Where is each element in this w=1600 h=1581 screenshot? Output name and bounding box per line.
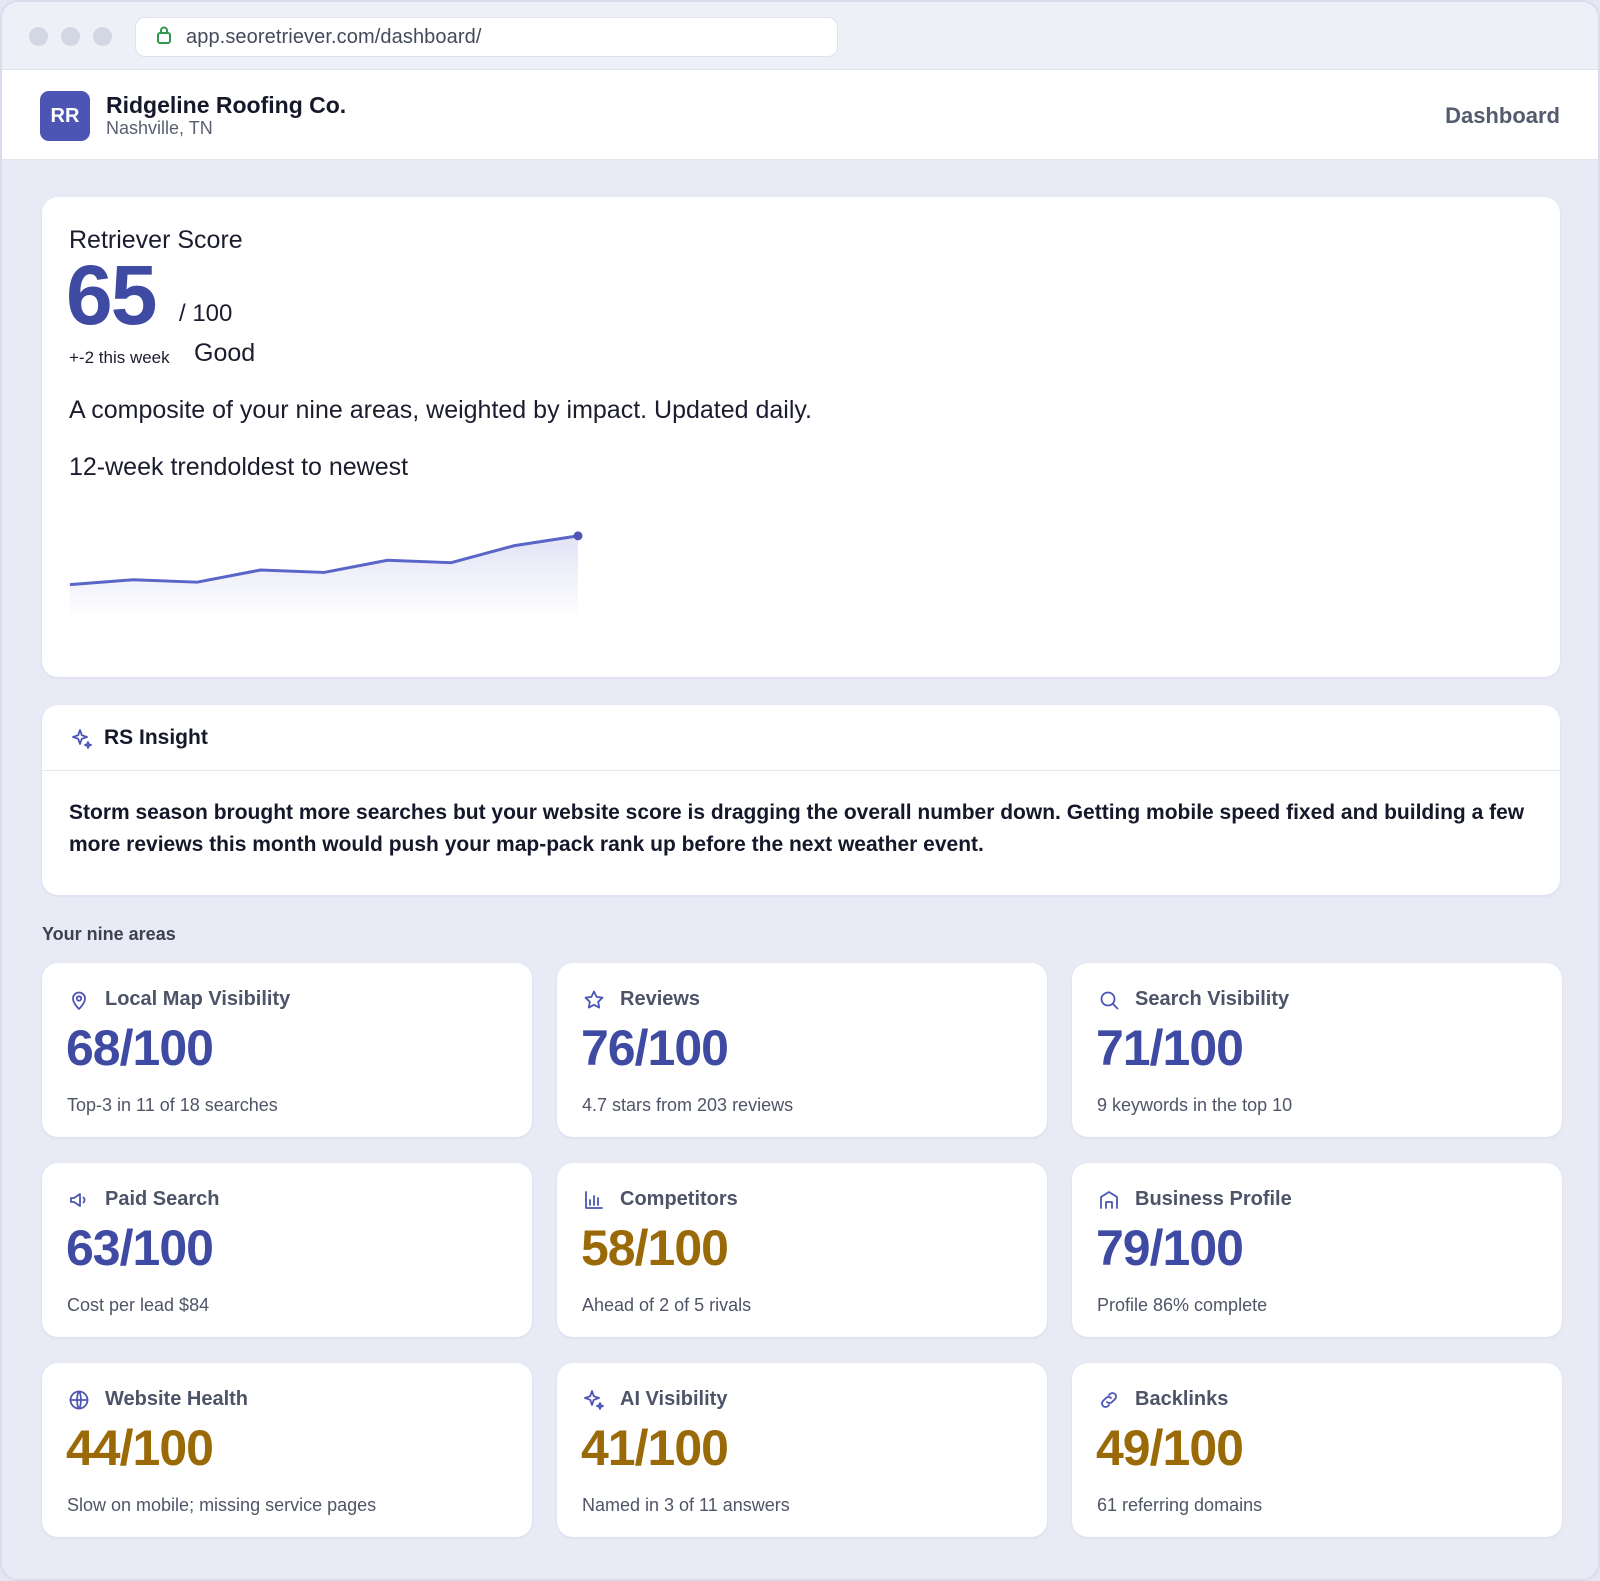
bar-chart-icon [582,1188,606,1212]
area-card[interactable]: Local Map Visibility 68/100 Top-3 in 11 … [42,963,532,1137]
area-card[interactable]: AI Visibility 41/100 Named in 3 of 11 an… [557,1363,1047,1537]
area-title: Search Visibility [1135,988,1290,1010]
sparkle-icon [582,1388,606,1412]
area-subtext: Profile 86% complete [1097,1295,1268,1315]
area-title: Local Map Visibility [105,988,291,1010]
area-score: 79/100 [1096,1220,1244,1276]
area-subtext: 61 referring domains [1097,1495,1263,1515]
area-title: Business Profile [1135,1188,1292,1210]
area-card[interactable]: Search Visibility 71/100 9 keywords in t… [1072,963,1562,1137]
area-title: Website Health [105,1388,248,1410]
globe-icon [67,1388,91,1412]
window-maximize-button[interactable] [93,27,112,46]
area-subtext: 9 keywords in the top 10 [1097,1095,1293,1115]
area-score: 49/100 [1096,1420,1244,1476]
area-subtext: Cost per lead $84 [67,1295,210,1315]
star-icon [582,988,606,1012]
window-minimize-button[interactable] [61,27,80,46]
nav-dashboard-link[interactable]: Dashboard [1445,103,1560,128]
megaphone-icon [67,1188,91,1212]
trend-area [70,535,578,619]
retriever-score-card: Retriever Score 65 / 100 +-2 this week G… [42,197,1560,677]
storefront-icon [1097,1188,1121,1212]
address-bar[interactable]: app.seoretriever.com/dashboard/ [135,17,838,57]
business-location: Nashville, TN [106,118,213,138]
area-score: 71/100 [1096,1020,1244,1076]
area-subtext: Slow on mobile; missing service pages [67,1495,377,1515]
insight-title: RS Insight [104,726,208,749]
area-score: 58/100 [581,1220,729,1276]
area-card[interactable]: Backlinks 49/100 61 referring domains [1072,1363,1562,1537]
insight-card: RS Insight Storm season brought more sea… [42,705,1560,895]
business-name: Ridgeline Roofing Co. [106,92,347,118]
areas-section-label: Your nine areas [42,924,176,944]
area-card[interactable]: Business Profile 79/100 Profile 86% comp… [1072,1163,1562,1337]
search-icon [1097,988,1121,1012]
score-rating: Good [194,339,256,367]
area-subtext: 4.7 stars from 203 reviews [582,1095,794,1115]
area-score: 63/100 [66,1220,214,1276]
area-score: 41/100 [581,1420,729,1476]
score-description: A composite of your nine areas, weighted… [69,396,813,424]
area-title: Paid Search [105,1188,220,1210]
area-score: 76/100 [581,1020,729,1076]
insight-body: Storm season brought more searches but y… [69,801,1525,856]
trend-line [69,534,579,587]
score-label: Retriever Score [69,226,243,254]
area-subtext: Named in 3 of 11 answers [582,1495,790,1515]
trend-chart [69,531,583,619]
score-delta: +-2 this week [69,348,170,367]
app-header: RR Ridgeline Roofing Co. Nashville, TN D… [2,70,1598,160]
area-title: Backlinks [1135,1388,1229,1410]
area-card[interactable]: Paid Search 63/100 Cost per lead $84 [42,1163,532,1337]
insight-header: RS Insight [42,705,1560,771]
url-text: app.seoretriever.com/dashboard/ [186,25,482,48]
area-subtext: Top-3 in 11 of 18 searches [67,1095,278,1115]
area-card[interactable]: Website Health 44/100 Slow on mobile; mi… [42,1363,532,1537]
area-card[interactable]: Competitors 58/100 Ahead of 2 of 5 rival… [557,1163,1047,1337]
map-pin-icon [67,988,91,1012]
area-subtext: Ahead of 2 of 5 rivals [582,1295,752,1315]
trend-latest-point [573,531,583,541]
area-card[interactable]: Reviews 76/100 4.7 stars from 203 review… [557,963,1047,1137]
avatar: RR [40,91,90,141]
link-icon [1097,1388,1121,1412]
window-close-button[interactable] [29,27,48,46]
sparkle-icon [70,727,94,756]
area-title: Competitors [620,1188,738,1210]
trend-title: 12-week trendoldest to newest [69,453,409,481]
score-value: 65 [66,248,157,342]
area-score: 44/100 [66,1420,214,1476]
browser-chrome: app.seoretriever.com/dashboard/ [2,2,1598,70]
lock-icon [156,25,186,50]
score-max: / 100 [179,300,233,327]
area-title: Reviews [620,988,701,1010]
area-title: AI Visibility [620,1388,728,1410]
area-score: 68/100 [66,1020,214,1076]
